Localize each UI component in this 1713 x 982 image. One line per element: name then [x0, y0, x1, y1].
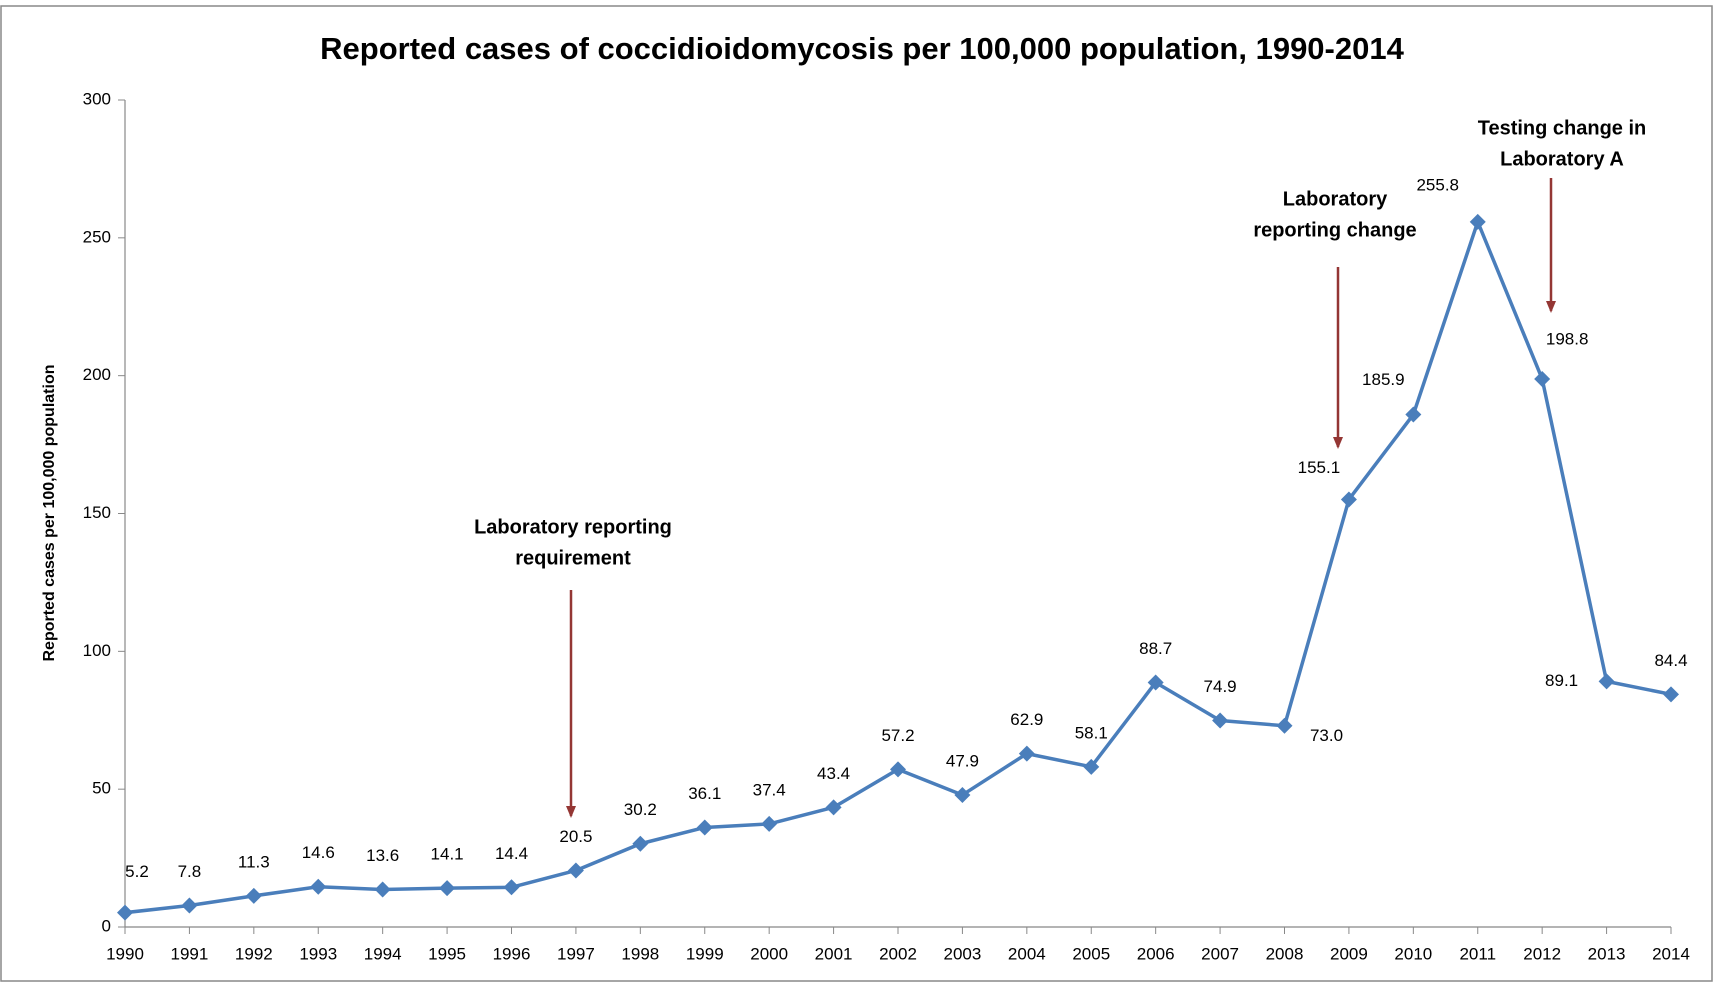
x-tick-label: 2008 — [1266, 944, 1304, 963]
x-tick-label: 1993 — [299, 944, 337, 963]
annotation-text: Laboratory reporting — [474, 516, 672, 538]
data-point — [1663, 686, 1679, 703]
series-line — [124, 220, 1672, 915]
data-point — [181, 897, 198, 914]
data-label: 13.6 — [366, 846, 399, 865]
data-point — [439, 880, 456, 897]
data-point — [1212, 712, 1229, 729]
data-point — [374, 881, 391, 898]
data-point — [890, 761, 906, 778]
y-tick-label: 250 — [83, 227, 111, 246]
x-tick-label: 2009 — [1330, 944, 1368, 963]
x-tick-label: 2002 — [879, 944, 917, 963]
data-point — [1598, 673, 1615, 690]
chart-border — [0, 5, 1713, 982]
data-point — [245, 887, 262, 904]
annotation-text: Testing change in — [1478, 117, 1647, 139]
data-label: 74.9 — [1204, 677, 1237, 696]
y-axis-label: Reported cases per 100,000 population — [41, 365, 58, 662]
data-label: 14.4 — [495, 844, 528, 863]
x-tick-label: 1997 — [557, 944, 595, 963]
x-tick-label: 2013 — [1588, 944, 1626, 963]
data-label: 14.1 — [431, 845, 464, 864]
y-tick-label: 50 — [92, 779, 111, 798]
data-label: 36.1 — [688, 784, 721, 803]
x-tick-label: 1998 — [621, 944, 659, 963]
data-label: 37.4 — [753, 780, 786, 799]
data-point — [310, 878, 327, 895]
x-tick-label: 1995 — [428, 944, 466, 963]
annotation-text: reporting change — [1253, 219, 1416, 241]
data-label: 47.9 — [946, 751, 979, 770]
data-label: 43.4 — [817, 764, 850, 783]
data-point — [1276, 717, 1293, 734]
chart-title: Reported cases of coccidioidomycosis per… — [320, 31, 1404, 66]
data-point — [1083, 758, 1100, 775]
annotation-text: Laboratory — [1283, 188, 1388, 210]
x-tick-label: 2003 — [944, 944, 982, 963]
data-label: 20.5 — [559, 827, 592, 846]
data-label: 88.7 — [1139, 639, 1172, 658]
data-point — [1340, 491, 1357, 508]
data-point — [1147, 674, 1164, 691]
data-label: 7.8 — [178, 862, 202, 881]
data-point — [761, 815, 778, 832]
data-point — [503, 879, 520, 896]
y-tick-label: 100 — [83, 641, 111, 660]
x-tick-label: 1999 — [686, 944, 724, 963]
data-point — [1469, 213, 1486, 230]
annotation-text: Laboratory A — [1500, 148, 1624, 170]
annotation-text: requirement — [515, 547, 631, 569]
x-tick-label: 1990 — [106, 944, 144, 963]
data-label: 73.0 — [1310, 726, 1343, 745]
x-tick-label: 1992 — [235, 944, 273, 963]
data-point — [1018, 745, 1035, 762]
x-tick-label: 1994 — [364, 944, 402, 963]
x-tick-label: 2010 — [1394, 944, 1432, 963]
y-tick-label: 200 — [83, 365, 111, 384]
data-label: 198.8 — [1546, 329, 1589, 348]
x-tick-label: 2001 — [815, 944, 853, 963]
data-label: 58.1 — [1075, 723, 1108, 742]
data-point — [696, 819, 713, 836]
y-tick-label: 150 — [83, 503, 111, 522]
x-tick-label: 1996 — [493, 944, 531, 963]
x-tick-label: 2011 — [1459, 944, 1496, 963]
x-tick-label: 2007 — [1201, 944, 1239, 963]
data-label: 155.1 — [1298, 458, 1341, 477]
x-tick-label: 1991 — [171, 944, 209, 963]
data-label: 62.9 — [1010, 710, 1043, 729]
data-label: 89.1 — [1545, 671, 1578, 690]
data-label: 84.4 — [1654, 651, 1687, 670]
x-tick-label: 2004 — [1008, 944, 1046, 963]
data-point — [1405, 406, 1422, 423]
data-label: 57.2 — [881, 726, 914, 745]
data-label: 11.3 — [238, 852, 270, 871]
data-label: 30.2 — [624, 800, 657, 819]
data-point — [117, 904, 133, 921]
x-tick-label: 2005 — [1072, 944, 1110, 963]
x-tick-label: 2000 — [750, 944, 788, 963]
data-label: 5.2 — [125, 862, 149, 881]
data-label: 185.9 — [1362, 370, 1405, 389]
data-point — [1534, 370, 1551, 387]
data-point — [567, 862, 584, 879]
y-tick-label: 300 — [83, 89, 111, 108]
data-point — [632, 835, 649, 852]
data-label: 255.8 — [1416, 175, 1459, 194]
data-point — [825, 799, 842, 816]
y-tick-label: 0 — [102, 916, 111, 935]
data-point — [954, 786, 971, 803]
data-label: 14.6 — [302, 843, 335, 862]
x-tick-label: 2006 — [1137, 944, 1175, 963]
x-tick-label: 2012 — [1523, 944, 1561, 963]
x-tick-label: 2014 — [1652, 944, 1690, 963]
